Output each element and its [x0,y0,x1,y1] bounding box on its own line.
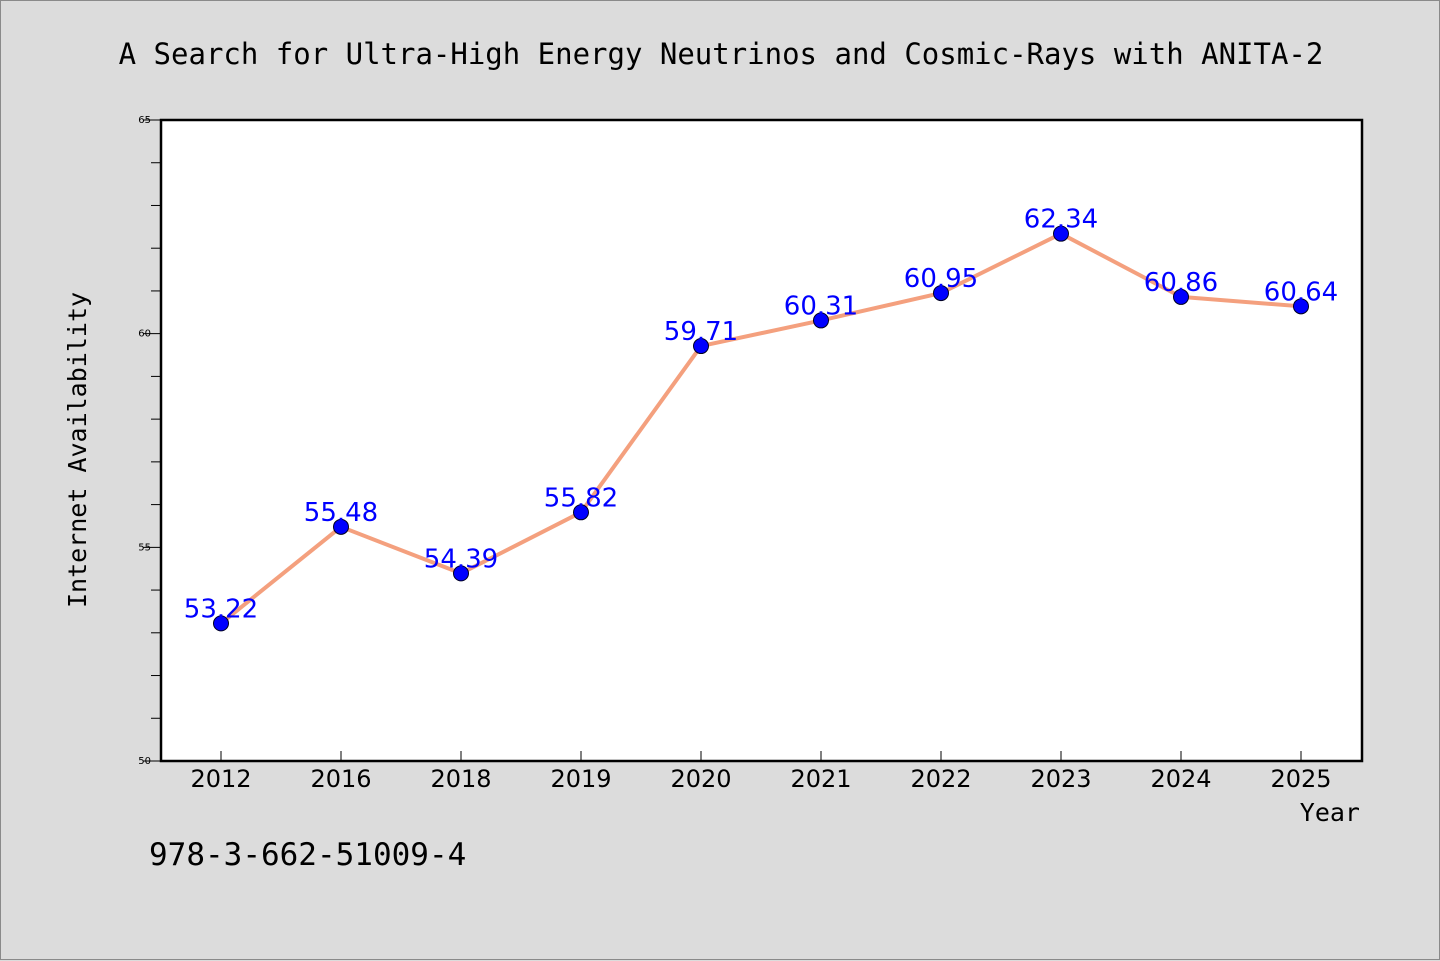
data-point [1173,288,1189,305]
y-axis: 50 55 60 65 [138,115,161,767]
plot-area [159,118,1364,763]
data-label: 59.71 [664,317,738,347]
x-tick-label: 2021 [790,765,851,793]
isbn-annotation: 978-3-662-51009-4 [149,837,466,873]
data-label: 60.95 [904,264,978,294]
x-tick-label: 2012 [190,765,251,793]
x-tick-label: 2024 [1150,765,1211,793]
data-point [933,285,949,302]
y-tick-label: 50 [138,756,151,767]
data-label: 60.31 [784,291,858,321]
data-point [813,312,829,329]
data-point [1053,225,1069,242]
data-label: 53.22 [184,594,258,624]
x-tick-label: 2018 [430,765,491,793]
x-tick-label: 2019 [550,765,611,793]
data-point [1293,298,1309,315]
x-tick-label: 2025 [1270,765,1331,793]
chart-title: A Search for Ultra-High Energy Neutrinos… [119,37,1324,71]
data-point [693,338,709,355]
y-tick-label: 55 [138,542,151,553]
data-label: 60.64 [1264,277,1338,307]
y-axis-label: Internet Availability [63,292,92,608]
data-label: 55.48 [304,498,378,528]
data-point [453,565,469,582]
data-label: 54.39 [424,544,498,574]
data-label: 62.34 [1024,205,1098,235]
x-tick-label: 2016 [310,765,371,793]
x-tick-label: 2023 [1030,765,1091,793]
series-line [219,231,1302,625]
series-line-group [213,225,1309,632]
data-point [573,504,589,521]
data-point [333,518,349,535]
data-label: 60.86 [1144,268,1218,298]
data-point [213,615,229,632]
y-tick-label: 65 [138,115,151,126]
y-tick-label: 60 [138,329,151,340]
data-labels: 53.22 55.48 54.39 55.82 59.71 60.31 60.95 62.34… [184,205,1338,625]
x-tick-label: 2020 [670,765,731,793]
x-axis: 2012 2016 2018 2019 2020 2021 2022 2023 2024 2025 [190,751,1332,793]
x-axis-label: Year [1300,798,1360,827]
x-tick-label: 2022 [910,765,971,793]
data-label: 55.82 [544,483,618,513]
